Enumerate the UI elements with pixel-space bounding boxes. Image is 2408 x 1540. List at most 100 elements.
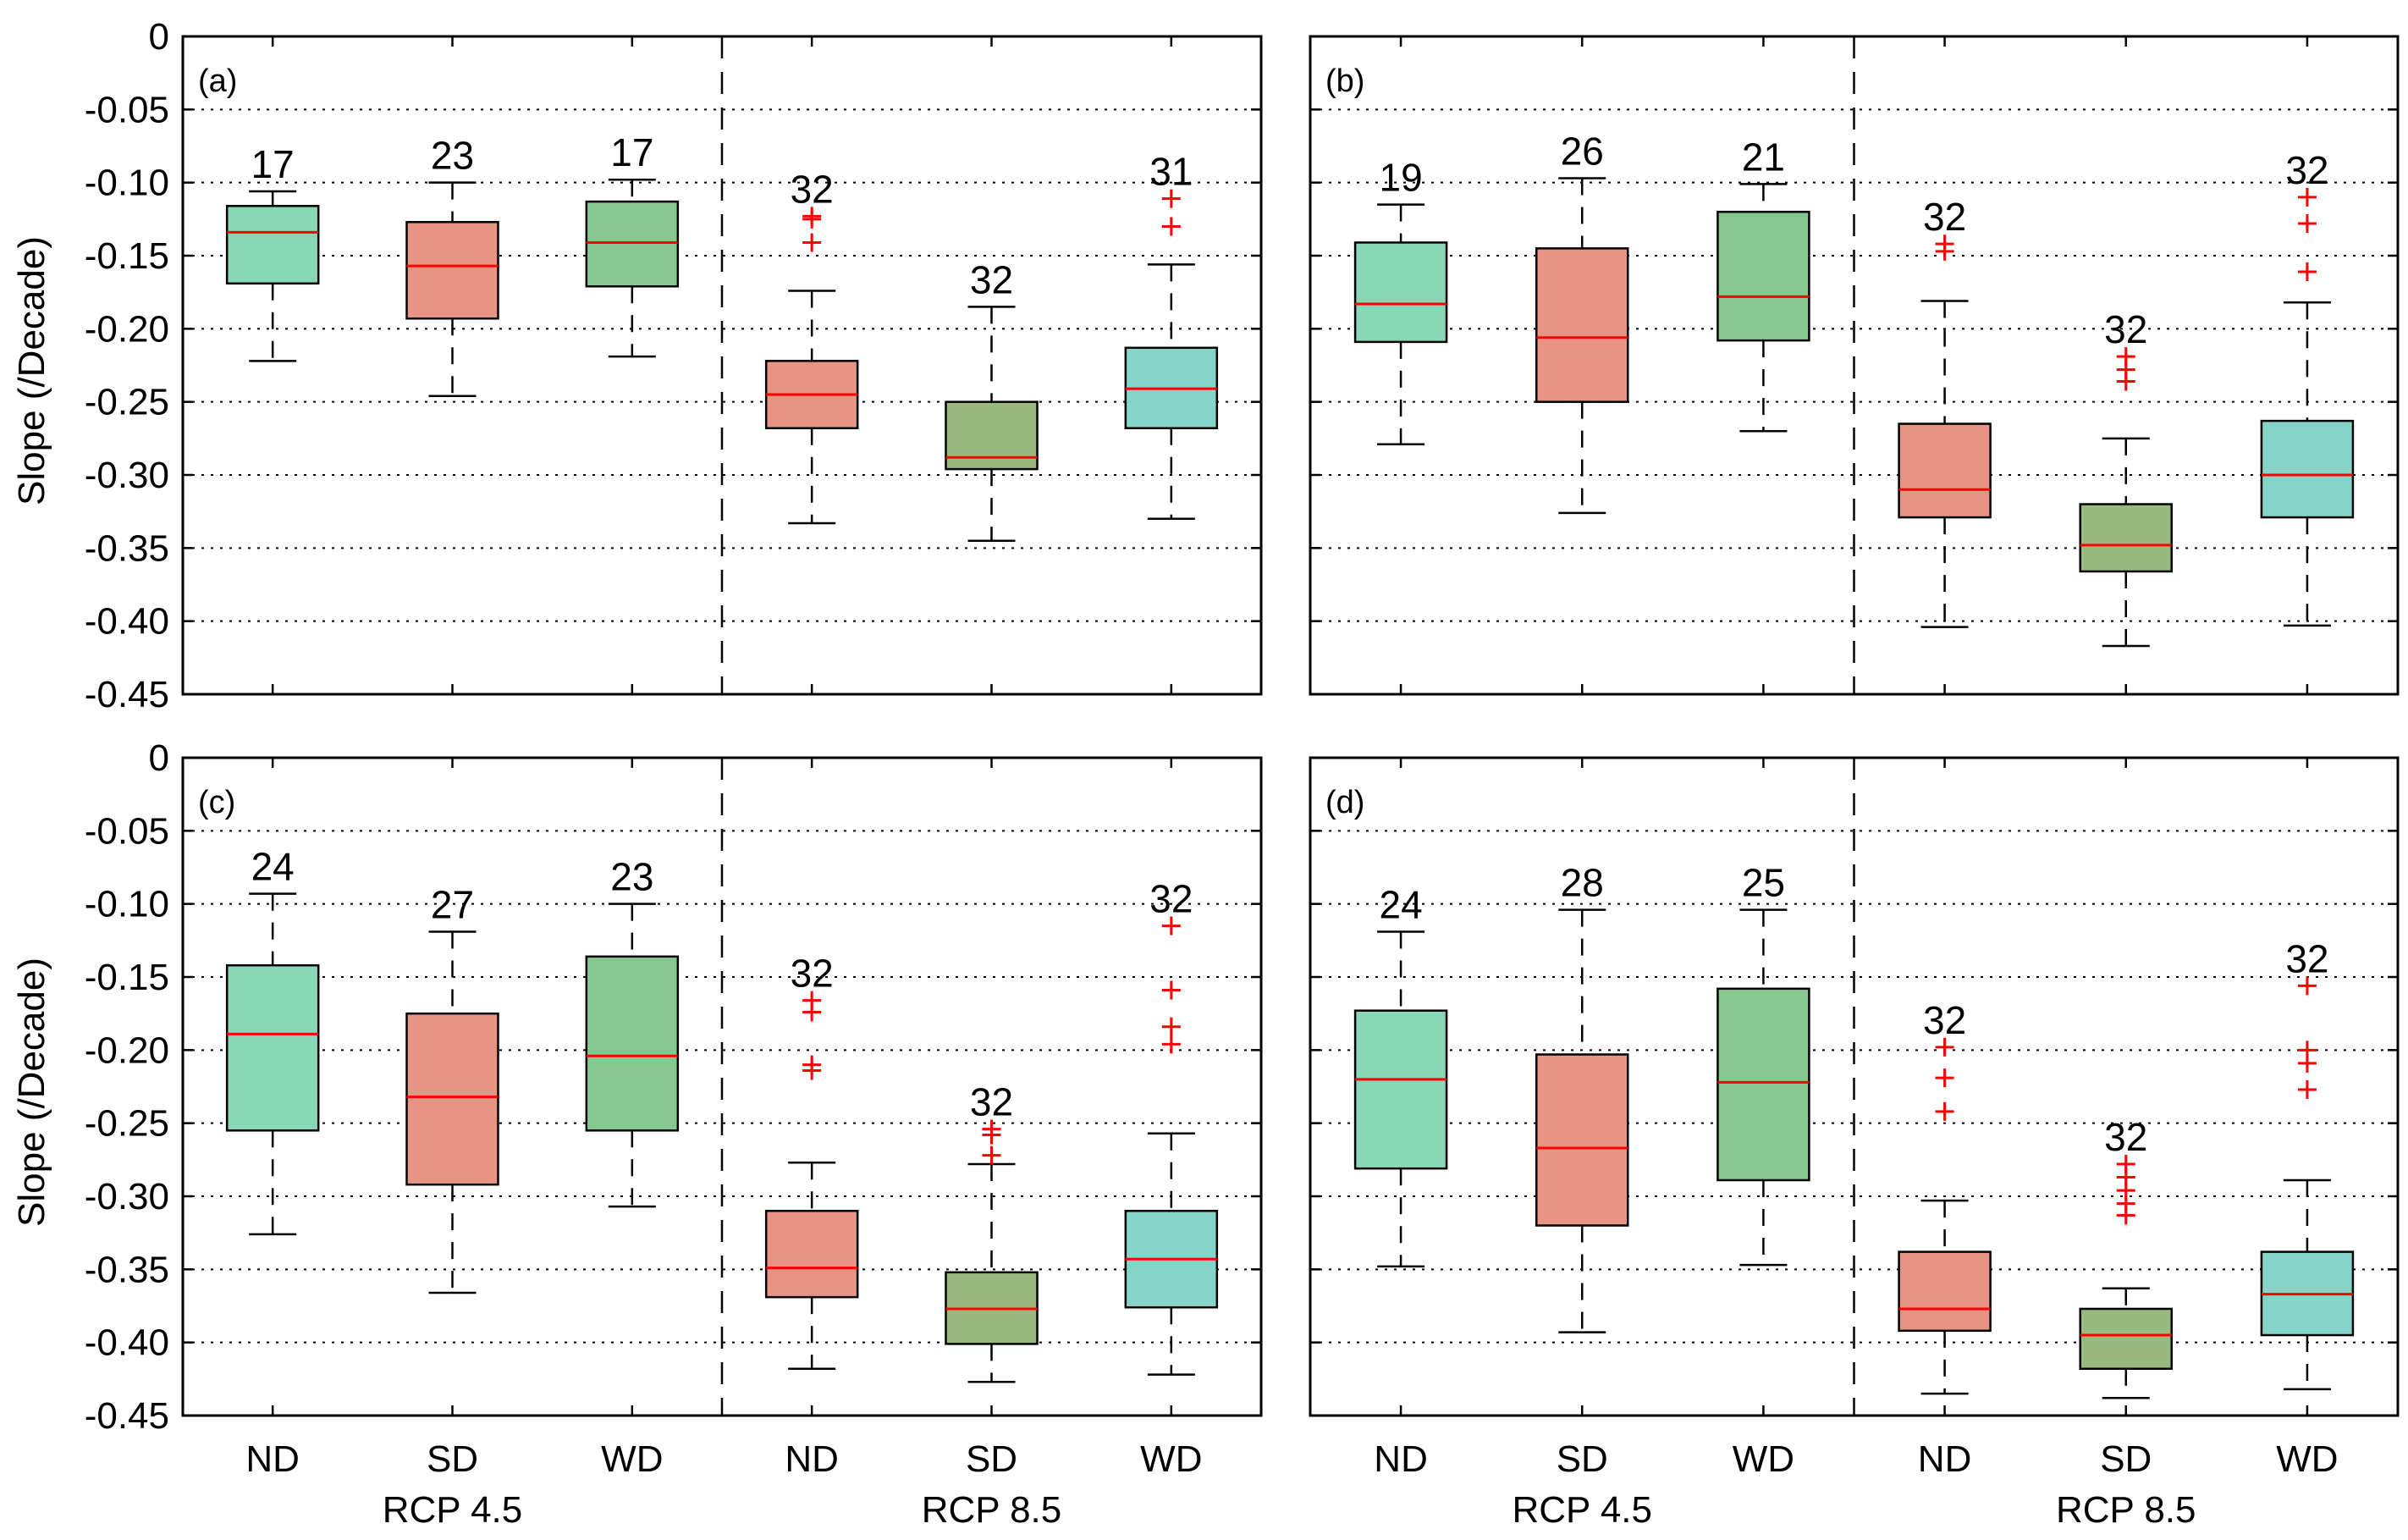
sample-count-label: 32 <box>791 167 834 211</box>
sample-count-label: 32 <box>791 952 834 996</box>
y-tick-label: -0.35 <box>85 1249 169 1290</box>
panel-a: 0 -0.05 -0.10 -0.15 -0.20 -0.25 -0.30 -0.35 -0.4… <box>85 16 1263 715</box>
outlier-marker <box>1935 1068 1954 1088</box>
y-tick-label: -0.15 <box>85 957 169 998</box>
outlier-marker <box>982 1125 1001 1145</box>
x-category-label: SD <box>2100 1438 2152 1480</box>
box-nd <box>1898 1250 1992 1333</box>
scenario-group-label: RCP 4.5 <box>1513 1489 1653 1531</box>
x-category-label: ND <box>1374 1438 1428 1480</box>
x-category-label: SD <box>1557 1438 1608 1480</box>
panel-label: (b) <box>1325 63 1364 99</box>
panel-label: (c) <box>198 785 235 820</box>
sample-count-label: 32 <box>1923 998 1966 1042</box>
sample-count-label: 25 <box>1742 861 1785 905</box>
y-axis-label-bottom: Slope (/Decade) <box>11 958 52 1227</box>
axes-frame <box>1309 35 2400 696</box>
scenario-group-label: RCP 4.5 <box>383 1489 523 1531</box>
x-category-label: ND <box>1918 1438 1972 1480</box>
box-nd <box>1353 1009 1448 1170</box>
outlier-marker <box>1161 980 1181 1000</box>
outlier-marker <box>2297 262 2317 281</box>
outlier-marker <box>1161 189 1181 208</box>
sample-count-label: 32 <box>970 257 1013 301</box>
box-wd <box>585 200 680 288</box>
outlier-marker <box>802 1002 822 1022</box>
x-category-label: SD <box>427 1438 478 1480</box>
panel-c: 0 -0.05 -0.10 -0.15 -0.20 -0.25 -0.30 -0.35 -0.4… <box>85 737 1263 1437</box>
outlier-marker <box>2297 1079 2317 1099</box>
x-category-label: WD <box>1733 1438 1794 1480</box>
sample-count-label: 32 <box>2285 936 2328 980</box>
box-sd <box>2079 1307 2173 1370</box>
sample-count-label: 28 <box>1561 861 1604 905</box>
box-nd <box>764 1210 859 1299</box>
y-tick-label: -0.35 <box>85 527 169 569</box>
outlier-marker <box>2116 372 2135 391</box>
panel-d: 24 28 25 32 32 32 (d) <box>1309 756 2400 1417</box>
sample-count-label: 23 <box>431 134 474 178</box>
y-tick-label: -0.20 <box>85 1029 169 1071</box>
x-category-label: WD <box>2276 1438 2338 1480</box>
box-sd <box>2079 503 2173 573</box>
sample-count-label: 32 <box>2104 307 2147 351</box>
sample-count-label: 32 <box>1149 877 1193 921</box>
outlier-marker <box>1161 1017 1181 1036</box>
y-tick-label: 0 <box>149 737 169 779</box>
outlier-marker <box>1935 1101 1954 1121</box>
outlier-marker <box>2297 214 2317 234</box>
box-sd <box>1535 247 1629 403</box>
sample-count-label: 31 <box>1149 150 1193 194</box>
y-tick-label: -0.05 <box>85 810 169 852</box>
box-wd <box>585 955 680 1132</box>
sample-count-label: 32 <box>2104 1115 2147 1159</box>
outlier-marker <box>2297 1053 2317 1073</box>
sample-count-label: 17 <box>610 130 653 174</box>
panel-label: (d) <box>1325 785 1364 820</box>
y-tick-label: -0.10 <box>85 163 169 204</box>
box-nd <box>225 205 320 285</box>
sample-count-label: 32 <box>970 1080 1013 1124</box>
outlier-marker <box>802 233 822 252</box>
panel-label: (a) <box>198 63 237 99</box>
y-tick-label: 0 <box>149 16 169 58</box>
y-tick-label: -0.30 <box>85 455 169 496</box>
outlier-marker <box>1161 916 1181 936</box>
sample-count-label: 19 <box>1379 156 1422 200</box>
x-category-label: SD <box>966 1438 1017 1480</box>
scenario-group-label: RCP 8.5 <box>2056 1489 2196 1531</box>
y-tick-label: -0.30 <box>85 1176 169 1217</box>
outlier-marker <box>2116 1206 2135 1225</box>
y-tick-label: -0.10 <box>85 884 169 925</box>
sample-count-label: 23 <box>610 855 653 899</box>
y-tick-label: -0.20 <box>85 308 169 350</box>
y-tick-label: -0.05 <box>85 89 169 130</box>
outlier-marker <box>2297 976 2317 996</box>
y-tick-label: -0.45 <box>85 674 169 715</box>
scenario-group-label: RCP 8.5 <box>922 1489 1062 1531</box>
axes-frame <box>1309 756 2400 1417</box>
axes-frame <box>181 35 1263 696</box>
x-category-label: ND <box>245 1438 300 1480</box>
outlier-marker <box>2297 187 2317 207</box>
box-wd <box>2260 419 2355 519</box>
box-wd <box>1716 210 1810 342</box>
sample-count-label: 24 <box>1379 882 1422 926</box>
y-tick-label: -0.25 <box>85 382 169 423</box>
panel-b: 19 26 21 32 32 32 (b) <box>1309 35 2400 696</box>
outlier-marker <box>1935 241 1954 261</box>
box-sd <box>405 1012 499 1186</box>
x-category-label: WD <box>601 1438 663 1480</box>
box-nd <box>1353 241 1448 344</box>
x-axis-labels: ND SD WD ND SD WD RCP 4.5 RCP 8.5 ND SD WD ND SD WD RC… <box>245 1438 2338 1531</box>
outlier-marker <box>1935 1037 1954 1057</box>
outlier-marker <box>802 209 822 229</box>
x-category-label: WD <box>1140 1438 1202 1480</box>
y-tick-label: -0.40 <box>85 601 169 643</box>
sample-count-label: 27 <box>431 882 474 926</box>
x-category-label: ND <box>785 1438 839 1480</box>
box-sd <box>405 221 499 320</box>
sample-count-label: 17 <box>251 142 295 186</box>
y-tick-label: -0.40 <box>85 1322 169 1364</box>
y-tick-label: -0.15 <box>85 235 169 277</box>
